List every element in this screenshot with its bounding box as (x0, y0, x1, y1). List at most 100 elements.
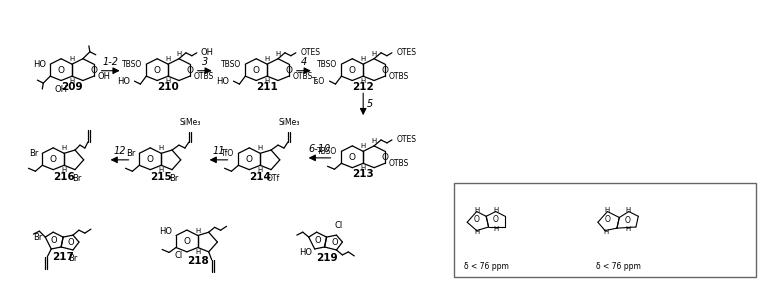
Text: H: H (360, 165, 366, 171)
Text: OH: OH (200, 48, 213, 57)
Text: O: O (57, 66, 64, 75)
Text: 210: 210 (158, 82, 179, 92)
Text: OTES: OTES (397, 135, 417, 145)
Text: H: H (604, 229, 609, 235)
Text: 12: 12 (113, 146, 125, 156)
Text: HO: HO (118, 77, 131, 86)
Text: H: H (625, 226, 630, 232)
Text: H: H (265, 78, 270, 84)
Text: OTES: OTES (397, 48, 417, 57)
Text: O: O (50, 155, 57, 164)
Text: H: H (258, 167, 263, 173)
Text: H: H (265, 56, 270, 62)
Text: O: O (625, 216, 630, 225)
Text: O: O (90, 66, 97, 75)
Text: O: O (382, 66, 389, 75)
Text: 6-10: 6-10 (308, 144, 330, 154)
Text: O: O (314, 236, 321, 245)
Text: OTBS: OTBS (194, 72, 214, 81)
Text: H: H (474, 207, 480, 213)
Text: H: H (493, 207, 498, 213)
Text: TBSO: TBSO (221, 60, 242, 69)
Text: O: O (474, 215, 480, 224)
Text: H: H (158, 145, 164, 151)
Text: H: H (474, 229, 480, 235)
Text: H: H (360, 143, 366, 149)
Text: OTBS: OTBS (293, 72, 313, 81)
Text: Br: Br (68, 254, 78, 263)
Text: 215: 215 (150, 172, 172, 182)
Text: H: H (275, 51, 281, 57)
Text: TBSO: TBSO (317, 60, 337, 69)
Text: SiMe₃: SiMe₃ (278, 118, 300, 127)
Text: H: H (372, 51, 376, 57)
Text: TBSO: TBSO (122, 60, 142, 69)
Text: H: H (605, 207, 610, 213)
Text: H: H (360, 56, 366, 62)
Text: O: O (493, 215, 499, 224)
Text: H: H (372, 138, 376, 144)
Text: Br: Br (33, 233, 42, 242)
Text: δ < 76 ppm: δ < 76 ppm (464, 262, 509, 271)
Text: 209: 209 (61, 82, 83, 92)
Text: H: H (165, 78, 171, 84)
Text: H: H (70, 78, 75, 84)
Text: 212: 212 (353, 82, 374, 92)
Text: O: O (331, 238, 338, 247)
Text: O: O (246, 155, 252, 164)
Text: Br: Br (29, 149, 38, 158)
Text: Cl: Cl (334, 221, 343, 230)
Text: O: O (604, 215, 610, 224)
Text: O: O (252, 66, 260, 75)
Text: 11: 11 (213, 146, 225, 156)
Text: 214: 214 (249, 172, 271, 182)
Text: 211: 211 (256, 82, 278, 92)
Text: H: H (195, 249, 200, 255)
Text: TsO: TsO (312, 77, 326, 86)
Text: O: O (147, 155, 154, 164)
Text: O: O (154, 66, 161, 75)
Bar (454, 183, 757, 277)
Text: HO: HO (33, 60, 46, 69)
Text: OTf: OTf (266, 174, 280, 183)
Text: H: H (61, 167, 67, 173)
Text: OTBS: OTBS (389, 159, 409, 168)
Text: 219: 219 (316, 253, 337, 263)
Text: H: H (165, 56, 171, 62)
Text: OH: OH (54, 86, 67, 94)
Text: O: O (382, 153, 389, 162)
Text: Br: Br (72, 174, 82, 183)
Text: O: O (51, 236, 57, 245)
Text: O: O (349, 153, 356, 162)
Text: TfO: TfO (221, 149, 234, 158)
Text: H: H (493, 226, 498, 232)
Text: Br: Br (169, 174, 179, 183)
Text: O: O (187, 66, 194, 75)
Text: H: H (70, 56, 75, 62)
Text: H: H (177, 51, 181, 57)
Text: OH: OH (98, 72, 111, 81)
Text: OTES: OTES (301, 48, 321, 57)
Text: HO: HO (298, 249, 311, 257)
Text: 4: 4 (301, 57, 307, 67)
Text: O: O (285, 66, 292, 75)
Text: OTBS: OTBS (389, 72, 409, 81)
Text: 217: 217 (52, 252, 74, 262)
Text: O: O (184, 237, 190, 246)
Text: 213: 213 (353, 169, 374, 179)
Text: H: H (158, 167, 164, 173)
Text: HO: HO (216, 77, 230, 86)
Text: δ < 76 ppm: δ < 76 ppm (596, 262, 640, 271)
Text: TBSO: TBSO (317, 147, 337, 156)
Text: Br: Br (126, 149, 135, 158)
Text: 3: 3 (202, 57, 208, 67)
Text: 1-2: 1-2 (103, 57, 119, 67)
Text: O: O (68, 238, 74, 247)
Text: H: H (195, 228, 200, 234)
Text: H: H (625, 207, 630, 213)
Text: 216: 216 (54, 172, 75, 182)
Text: H: H (258, 145, 263, 151)
Text: 5: 5 (367, 99, 373, 109)
Text: O: O (349, 66, 356, 75)
Text: H: H (61, 145, 67, 151)
